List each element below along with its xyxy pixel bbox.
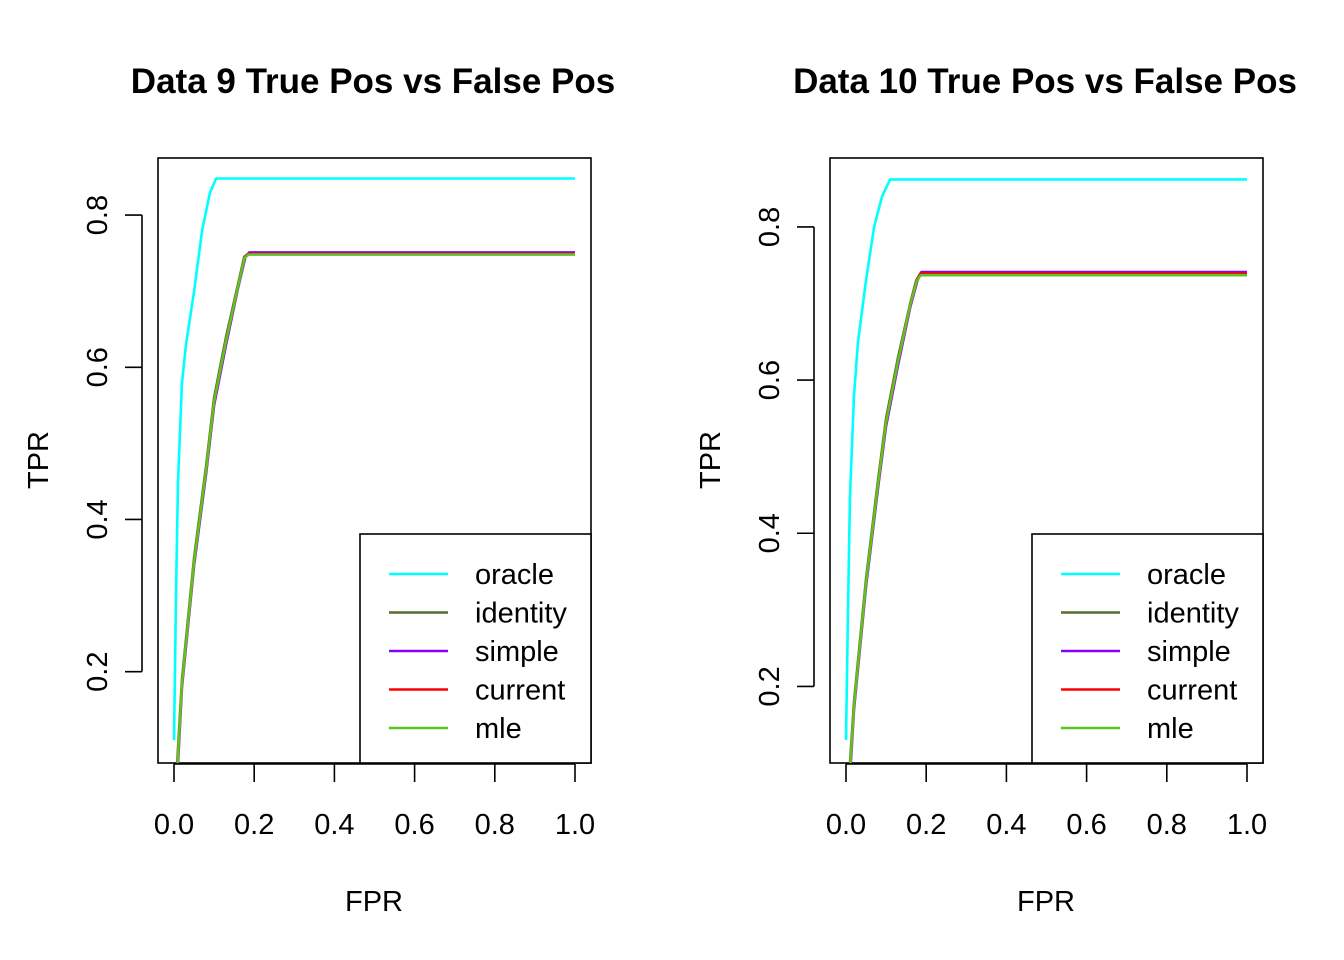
legend-label-simple: simple: [475, 636, 559, 668]
y-tick-label: 0.2: [754, 666, 786, 706]
series-group: [172, 177, 575, 764]
legend-label-current: current: [475, 675, 565, 707]
legend-label-mle: mle: [475, 713, 522, 745]
y-tick-group: 0.2 0.4 0.6 0.8: [82, 195, 142, 692]
x-tick-label: 0.6: [1066, 809, 1106, 841]
chart-panel-1: Data 9 True Pos vs False Pos 0.0 0.2 0.4 0.…: [23, 62, 615, 918]
x-tick-label: 0.8: [475, 809, 515, 841]
x-tick-label: 0.0: [826, 809, 866, 841]
x-tick-label: 0.8: [1147, 809, 1187, 841]
y-tick-label: 0.8: [82, 195, 114, 235]
x-tick-label: 0.2: [234, 809, 274, 841]
y-tick-label: 0.6: [754, 360, 786, 400]
chart-panel-2: Data 10 True Pos vs False Pos 0.0 0.2 0.4 0…: [695, 62, 1297, 918]
legend-entries: oracle identity simple current mle: [389, 559, 567, 745]
legend-label-identity: identity: [1147, 598, 1239, 630]
chart-title: Data 9 True Pos vs False Pos: [131, 62, 615, 101]
legend-label-simple: simple: [1147, 636, 1231, 668]
legend-box: [359, 533, 592, 764]
x-tick-label: 0.2: [906, 809, 946, 841]
y-axis-label: TPR: [23, 431, 55, 489]
series-line-mle: [849, 273, 1247, 764]
legend: oracle identity simple current mle: [359, 533, 592, 764]
y-tick-group: 0.2 0.4 0.6 0.8: [754, 207, 814, 707]
series-line-oracle: [172, 177, 575, 741]
y-axis: 0.2 0.4 0.6 0.8: [754, 207, 815, 707]
x-tick-label: 0.4: [314, 809, 354, 841]
legend-label-oracle: oracle: [475, 559, 554, 591]
series-group: [844, 178, 1247, 764]
x-axis-label: FPR: [1017, 886, 1075, 918]
legend-label-oracle: oracle: [1147, 559, 1226, 591]
y-tick-label: 0.6: [82, 347, 114, 387]
x-tick-label: 1.0: [1227, 809, 1267, 841]
legend: oracle identity simple current mle: [1031, 533, 1264, 764]
series-line-oracle: [844, 178, 1247, 741]
y-tick-label: 0.4: [82, 499, 114, 539]
x-tick-label: 1.0: [555, 809, 595, 841]
x-tick-group: 0.0 0.2 0.4 0.6 0.8 1.0: [154, 764, 595, 841]
legend-label-current: current: [1147, 675, 1237, 707]
y-tick-label: 0.4: [754, 513, 786, 553]
legend-label-mle: mle: [1147, 713, 1194, 745]
x-tick-label: 0.4: [986, 809, 1026, 841]
y-tick-label: 0.8: [754, 207, 786, 247]
series-line-mle: [176, 253, 575, 764]
x-tick-label: 0.0: [154, 809, 194, 841]
y-tick-label: 0.2: [82, 652, 114, 692]
x-axis: 0.0 0.2 0.4 0.6 0.8 1.0: [826, 763, 1267, 841]
legend-box: [1031, 533, 1264, 764]
x-axis: 0.0 0.2 0.4 0.6 0.8 1.0: [154, 763, 595, 841]
legend-label-identity: identity: [475, 598, 567, 630]
x-tick-label: 0.6: [394, 809, 434, 841]
legend-entries: oracle identity simple current mle: [1061, 559, 1239, 745]
x-tick-group: 0.0 0.2 0.4 0.6 0.8 1.0: [826, 764, 1267, 841]
y-axis-label: TPR: [695, 431, 727, 489]
y-axis: 0.2 0.4 0.6 0.8: [82, 195, 143, 692]
x-axis-label: FPR: [345, 886, 403, 918]
chart-title: Data 10 True Pos vs False Pos: [793, 62, 1297, 101]
